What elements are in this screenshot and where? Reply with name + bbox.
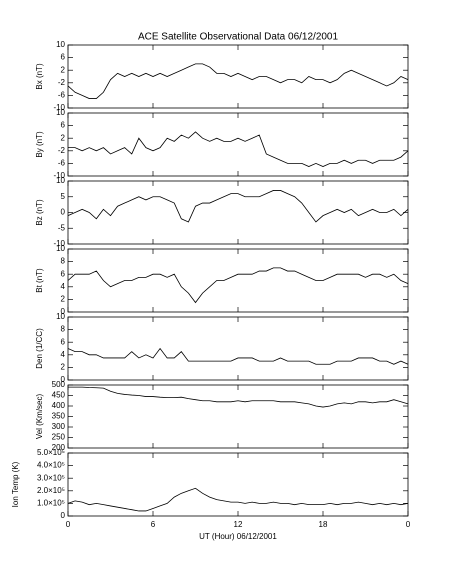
y-tick-label: -6: [58, 159, 66, 168]
y-tick-label: 10: [56, 312, 65, 321]
y-tick-label: 0: [61, 375, 66, 384]
y-tick-label: 10: [56, 40, 65, 49]
y-tick-label: 10: [56, 176, 65, 185]
plot-frame: [67, 180, 409, 245]
y-tick-label: -2: [58, 78, 66, 87]
data-line: [67, 63, 409, 99]
y-axis-label: Ion Temp (K): [11, 461, 20, 507]
y-tick-label: 6: [61, 121, 66, 130]
y-tick-label: 10: [56, 244, 65, 253]
data-line: [68, 131, 409, 167]
y-tick-label: 2: [61, 65, 66, 74]
x-tick-label: 18: [319, 520, 328, 529]
y-axis-label: Vel (Km/sec): [35, 393, 44, 439]
y-tick-label: 8: [61, 257, 66, 266]
y-tick-label: 2: [61, 295, 66, 304]
plot-frame: [67, 384, 409, 449]
y-axis-label: Bz (nT): [35, 199, 44, 226]
y-tick-label: 6: [61, 53, 66, 62]
data-line: [67, 487, 409, 512]
y-axis-label: Den (1/CC): [35, 328, 44, 369]
x-axis-label: UT (Hour) 06/12/2001: [199, 532, 277, 541]
y-tick-label: 4.0×10⁵: [37, 461, 65, 470]
plot-frame: [67, 316, 409, 381]
y-axis-label: Bt (nT): [35, 268, 44, 293]
y-tick-label: -2: [58, 146, 66, 155]
y-tick-label: 2: [61, 133, 66, 142]
y-tick-label: 10: [56, 108, 65, 117]
y-tick-label: 2: [61, 363, 66, 372]
chart-title: ACE Satellite Observational Data 06/12/2…: [138, 32, 339, 43]
y-axis-label: Bx (nT): [35, 63, 44, 90]
y-tick-label: 5: [61, 192, 66, 201]
x-tick-label: 12: [234, 520, 243, 529]
y-tick-label: 5.0×10⁵: [37, 448, 65, 457]
y-tick-label: 400: [52, 401, 66, 410]
y-tick-label: -6: [58, 91, 66, 100]
y-tick-label: 6: [61, 337, 66, 346]
y-axis-label: By (nT): [35, 131, 44, 158]
y-tick-label: 0: [61, 511, 66, 520]
y-tick-label: 1.0×10⁵: [37, 499, 65, 508]
data-line: [67, 347, 409, 365]
y-tick-label: 350: [52, 412, 66, 421]
data-line: [68, 386, 409, 408]
y-tick-label: -5: [58, 223, 66, 232]
plot-frame: [67, 248, 409, 313]
y-tick-label: 500: [52, 380, 66, 389]
x-tick-label: 0: [406, 520, 411, 529]
y-tick-label: 6: [61, 269, 66, 278]
plot-frame: [67, 112, 409, 177]
y-tick-label: 250: [52, 433, 66, 442]
y-tick-label: 0: [61, 307, 66, 316]
y-tick-label: 2.0×10⁵: [37, 486, 65, 495]
y-tick-label: 3.0×10⁵: [37, 473, 65, 482]
y-tick-label: 4: [61, 350, 66, 359]
x-tick-label: 0: [66, 520, 71, 529]
y-tick-label: 8: [61, 325, 66, 334]
x-tick-label: 6: [151, 520, 156, 529]
y-tick-label: 4: [61, 282, 66, 291]
y-tick-label: -10: [53, 103, 65, 112]
plot-frame: [67, 44, 409, 109]
plot-frame: [67, 452, 409, 517]
y-tick-label: 200: [52, 443, 66, 452]
y-tick-label: 300: [52, 422, 66, 431]
data-line: [67, 267, 409, 304]
y-tick-label: 450: [52, 391, 66, 400]
y-tick-label: -10: [53, 239, 65, 248]
y-tick-label: 0: [61, 208, 66, 217]
y-tick-label: -10: [53, 171, 65, 180]
data-line: [67, 190, 409, 223]
